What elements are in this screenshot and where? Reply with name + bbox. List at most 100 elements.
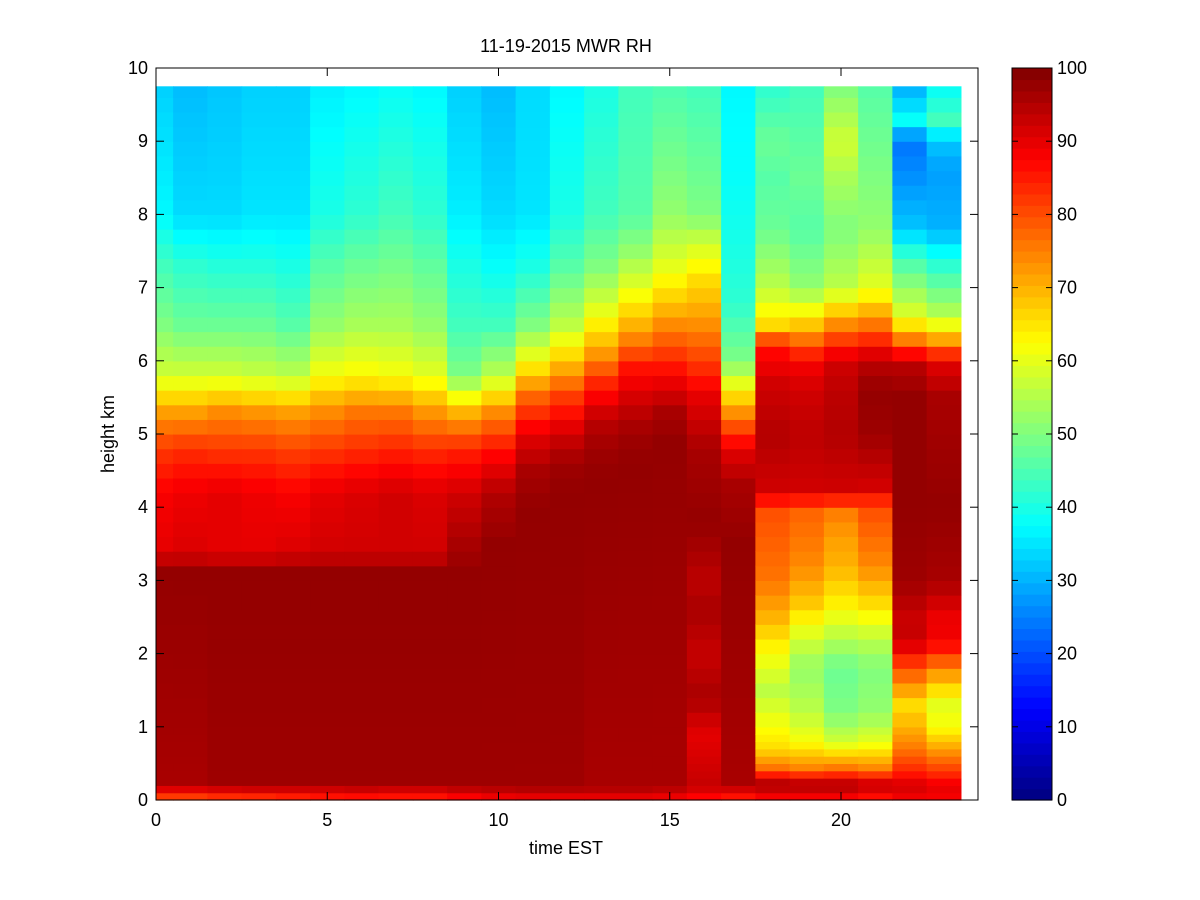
heatmap-cell <box>584 792 619 801</box>
heatmap-cell <box>858 346 893 362</box>
heatmap-cell <box>721 272 756 289</box>
heatmap-cell <box>892 507 928 523</box>
heatmap-cell <box>412 302 448 318</box>
heatmap-cell <box>378 734 414 743</box>
heatmap-cell <box>344 331 380 347</box>
heatmap-cell <box>584 360 619 377</box>
heatmap-cell <box>789 536 825 552</box>
heatmap-cell <box>926 624 962 640</box>
heatmap-cell <box>378 609 414 625</box>
heatmap-cell <box>721 763 756 772</box>
heatmap-cell <box>926 477 962 494</box>
heatmap-cell <box>618 712 654 728</box>
heatmap-cell <box>207 390 243 406</box>
heatmap-cell <box>156 126 174 142</box>
heatmap-cell <box>156 214 174 230</box>
heatmap-cell <box>173 155 208 172</box>
x-tick-label: 20 <box>831 810 851 830</box>
heatmap-cell <box>549 419 585 435</box>
heatmap-cell <box>652 155 688 172</box>
heatmap-cell <box>618 287 654 303</box>
heatmap-cell <box>926 229 962 245</box>
heatmap-cell <box>173 785 208 794</box>
heatmap-cell <box>926 653 962 669</box>
heatmap-cell <box>858 521 893 538</box>
heatmap-cell <box>858 243 893 259</box>
heatmap-cell <box>241 697 277 713</box>
colorbar-segment <box>1012 445 1052 458</box>
heatmap-cell <box>721 141 756 157</box>
heatmap-cell <box>344 763 380 772</box>
heatmap-cell <box>481 126 517 142</box>
heatmap-cell <box>823 97 859 113</box>
heatmap-cell <box>823 748 859 757</box>
heatmap-cell <box>755 185 791 201</box>
heatmap-cell <box>515 551 551 567</box>
heatmap-cell <box>755 609 791 625</box>
heatmap-cell <box>789 785 825 794</box>
heatmap-cell <box>412 682 448 699</box>
heatmap-cell <box>823 199 859 215</box>
heatmap-cell <box>207 741 243 750</box>
heatmap-cell <box>412 185 448 201</box>
heatmap-cell <box>823 638 859 655</box>
colorbar-segment <box>1012 411 1052 424</box>
heatmap-cell <box>584 595 619 611</box>
heatmap-cell <box>926 595 962 611</box>
heatmap-cell <box>378 741 414 750</box>
heatmap-cell <box>481 756 517 764</box>
heatmap-cell <box>652 272 688 289</box>
heatmap-cell <box>310 170 345 186</box>
colorbar-segment <box>1012 376 1052 389</box>
heatmap-cell <box>173 477 208 494</box>
heatmap-cell <box>412 434 448 450</box>
heatmap-cell <box>618 448 654 464</box>
heatmap-cell <box>618 638 654 655</box>
heatmap-cell <box>481 595 517 611</box>
heatmap-cell <box>173 419 208 435</box>
heatmap-cell <box>378 492 414 508</box>
heatmap-cell <box>652 756 688 764</box>
heatmap-cell <box>584 258 619 274</box>
colorbar-segment <box>1012 685 1052 698</box>
heatmap-cell <box>823 492 859 508</box>
heatmap-cell <box>858 477 893 494</box>
heatmap-cell <box>755 565 791 581</box>
heatmap-cell <box>344 375 380 391</box>
heatmap-cell <box>926 302 962 318</box>
heatmap-cell <box>789 346 825 362</box>
heatmap-cell <box>549 551 585 567</box>
heatmap-cell <box>344 316 380 333</box>
heatmap-cell <box>755 272 791 289</box>
heatmap-cell <box>755 97 791 113</box>
heatmap-cell <box>344 521 380 538</box>
y-tick-label: 6 <box>138 351 148 371</box>
heatmap-cell <box>789 86 825 98</box>
heatmap-cell <box>823 448 859 464</box>
heatmap-cell <box>686 404 722 420</box>
heatmap-cell <box>549 682 585 699</box>
x-tick-label: 15 <box>660 810 680 830</box>
heatmap-cell <box>378 712 414 728</box>
heatmap-cell <box>156 521 174 538</box>
heatmap-cell <box>310 463 345 479</box>
heatmap-cell <box>823 346 859 362</box>
heatmap-cell <box>481 229 517 245</box>
heatmap-cell <box>378 346 414 362</box>
colorbar-segment <box>1012 365 1052 378</box>
heatmap-cell <box>275 624 311 640</box>
heatmap-cell <box>310 287 345 303</box>
heatmap-cell <box>207 287 243 303</box>
heatmap-cell <box>652 404 688 420</box>
heatmap-cell <box>549 390 585 406</box>
heatmap-cell <box>378 477 414 494</box>
heatmap-cell <box>652 595 688 611</box>
heatmap-cell <box>755 302 791 318</box>
heatmap-cell <box>549 170 585 186</box>
heatmap-cell <box>447 141 482 157</box>
colorbar-tick-label: 100 <box>1057 58 1087 78</box>
heatmap-cell <box>584 477 619 494</box>
heatmap-cell <box>926 778 962 786</box>
heatmap-cell <box>156 185 174 201</box>
heatmap-cell <box>447 360 482 377</box>
